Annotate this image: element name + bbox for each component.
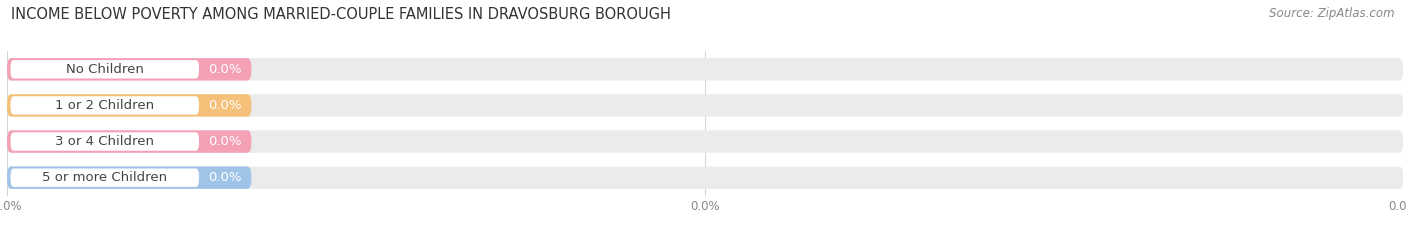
FancyBboxPatch shape bbox=[10, 96, 200, 115]
Text: 0.0%: 0.0% bbox=[208, 135, 242, 148]
Text: 0.0%: 0.0% bbox=[208, 63, 242, 76]
FancyBboxPatch shape bbox=[7, 58, 252, 81]
Text: Source: ZipAtlas.com: Source: ZipAtlas.com bbox=[1270, 7, 1395, 20]
FancyBboxPatch shape bbox=[7, 166, 252, 189]
Text: INCOME BELOW POVERTY AMONG MARRIED-COUPLE FAMILIES IN DRAVOSBURG BOROUGH: INCOME BELOW POVERTY AMONG MARRIED-COUPL… bbox=[11, 7, 671, 22]
FancyBboxPatch shape bbox=[7, 94, 1403, 117]
FancyBboxPatch shape bbox=[10, 132, 200, 151]
Text: 3 or 4 Children: 3 or 4 Children bbox=[55, 135, 155, 148]
FancyBboxPatch shape bbox=[7, 130, 252, 153]
FancyBboxPatch shape bbox=[7, 166, 1403, 189]
FancyBboxPatch shape bbox=[10, 60, 200, 79]
FancyBboxPatch shape bbox=[7, 130, 1403, 153]
FancyBboxPatch shape bbox=[7, 58, 1403, 81]
Text: 5 or more Children: 5 or more Children bbox=[42, 171, 167, 184]
Text: 0.0%: 0.0% bbox=[208, 171, 242, 184]
FancyBboxPatch shape bbox=[10, 168, 200, 187]
Text: No Children: No Children bbox=[66, 63, 143, 76]
FancyBboxPatch shape bbox=[7, 94, 252, 117]
Text: 0.0%: 0.0% bbox=[208, 99, 242, 112]
Text: 1 or 2 Children: 1 or 2 Children bbox=[55, 99, 155, 112]
